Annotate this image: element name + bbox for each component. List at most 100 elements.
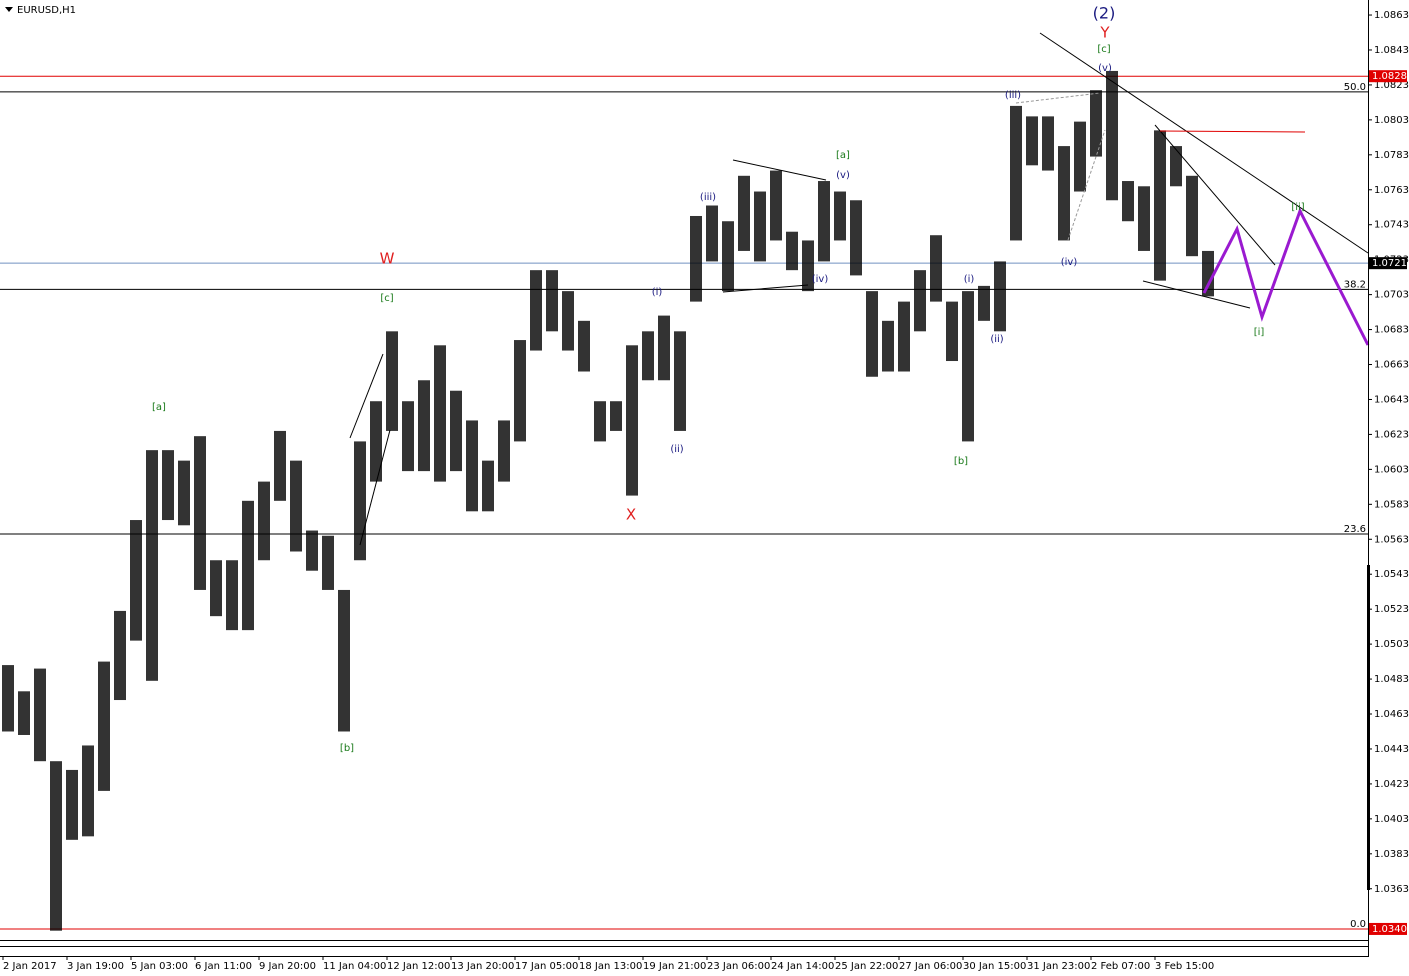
x-tick-label: 24 Jan 14:00 [771, 961, 834, 972]
price-bar [722, 221, 734, 292]
price-bar [1042, 116, 1054, 171]
price-bar [50, 761, 62, 931]
price-box [1369, 922, 1407, 935]
price-bar [930, 235, 942, 302]
price-bar [626, 345, 638, 496]
resistance-line [1159, 130, 1306, 133]
wave-label: [c] [1097, 44, 1110, 55]
price-bar [1090, 90, 1102, 157]
wave-label: X [626, 506, 636, 524]
price-bar [34, 668, 46, 762]
x-tick-label: 2 Jan 2017 [3, 961, 57, 972]
price-bar [818, 181, 830, 262]
price-bar [226, 560, 238, 631]
fib-label: 38.2 [1344, 279, 1366, 290]
price-box [1369, 70, 1407, 83]
price-box [1369, 257, 1407, 270]
wave-label: (i) [652, 287, 663, 298]
price-bar [802, 240, 814, 292]
price-box-label: 1.0721 [1372, 258, 1407, 269]
price-bar [2, 665, 14, 732]
y-tick-label: 1.0823 [1374, 80, 1409, 91]
scroll-indicator[interactable] [1367, 565, 1370, 890]
y-tick-label: 1.0543 [1374, 569, 1409, 580]
y-tick-label: 1.0483 [1374, 674, 1409, 685]
price-bar [514, 340, 526, 442]
price-bar [386, 331, 398, 431]
price-bar [322, 535, 334, 590]
fib-label: 23.6 [1344, 524, 1366, 535]
x-tick-label: 9 Jan 20:00 [259, 961, 316, 972]
x-tick-label: 25 Jan 22:00 [835, 961, 898, 972]
y-tick-label: 1.0843 [1374, 45, 1409, 56]
y-tick-label: 1.0443 [1374, 744, 1409, 755]
price-bar [242, 500, 254, 631]
y-tick-label: 1.0563 [1374, 534, 1409, 545]
trend-line [349, 353, 384, 439]
price-bar [1074, 121, 1086, 192]
wave-labels: (2) Y [c] (v) (iii) [a] (v) (iii) (iv) (… [152, 4, 1305, 755]
price-bar [786, 231, 798, 271]
price-bar [1154, 130, 1166, 281]
x-tick-label: 19 Jan 21:00 [643, 961, 706, 972]
dashed-line [1067, 129, 1106, 241]
y-tick-label: 1.0363 [1374, 884, 1409, 895]
y-tick-label: 1.0523 [1374, 604, 1409, 615]
wave-label: [b] [340, 743, 354, 754]
price-bar [210, 560, 222, 617]
wave-label: (2) [1093, 4, 1116, 23]
price-bar [1026, 116, 1038, 166]
price-bar [258, 481, 270, 561]
x-tick-label: 30 Jan 15:00 [963, 961, 1026, 972]
price-bar [1186, 175, 1198, 257]
price-bar [770, 170, 782, 241]
x-tick-label: 3 Feb 15:00 [1155, 961, 1214, 972]
price-bar [754, 191, 766, 262]
price-bar [274, 430, 286, 501]
price-bar [1170, 146, 1182, 187]
price-bar [658, 315, 670, 381]
x-tick-label: 2 Feb 07:00 [1091, 961, 1150, 972]
fib-label: 0.0 [1350, 919, 1366, 930]
trend-line [722, 284, 809, 293]
y-tick-label: 1.0783 [1374, 150, 1409, 161]
price-bar [690, 215, 702, 302]
y-tick-label: 1.0423 [1374, 779, 1409, 790]
price-bar [578, 320, 590, 372]
price-bar [546, 270, 558, 332]
price-bar [738, 175, 750, 251]
price-bar [338, 589, 350, 732]
fib-label: 50.0 [1344, 82, 1366, 93]
menu-arrow[interactable] [5, 7, 13, 12]
price-bar [1122, 181, 1134, 222]
y-tick-label: 1.0663 [1374, 360, 1409, 371]
price-bar [114, 610, 126, 701]
price-bar [962, 291, 974, 442]
y-tick-label: 1.0463 [1374, 709, 1409, 720]
price-bar [354, 441, 366, 561]
price-bar [370, 401, 382, 482]
y-tick-label: 1.0763 [1374, 185, 1409, 196]
wave-label: (ii) [990, 334, 1003, 345]
price-bar [162, 450, 174, 521]
wave-label: (iv) [1061, 257, 1078, 268]
wave-label: (v) [836, 170, 850, 181]
x-tick-label: 5 Jan 03:00 [131, 961, 188, 972]
price-bar [898, 301, 910, 372]
price-bar [66, 769, 78, 840]
price-bar [642, 331, 654, 381]
price-bar [450, 390, 462, 472]
y-tick-label: 1.0503 [1374, 639, 1409, 650]
price-bar [530, 270, 542, 351]
price-bar [850, 200, 862, 276]
price-bar [98, 661, 110, 791]
wave-label: (ii) [670, 444, 683, 455]
price-bar [914, 270, 926, 332]
projection-path [1202, 207, 1370, 346]
price-bar [418, 380, 430, 472]
price-bar [402, 401, 414, 472]
price-bar [610, 401, 622, 431]
y-tick-label: 1.0643 [1374, 394, 1409, 405]
